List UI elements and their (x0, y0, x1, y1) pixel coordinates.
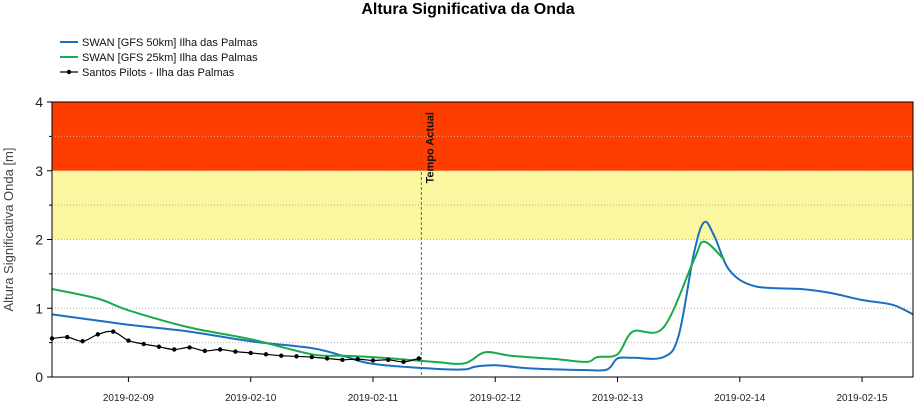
y-tick-label: 3 (35, 163, 43, 179)
series-group (49, 220, 914, 372)
data-point (324, 356, 330, 361)
grid-lines (52, 135, 913, 344)
data-point (355, 356, 360, 362)
data-point (340, 357, 345, 363)
y-axis-ticks: 0 1 2 3 4 (35, 94, 52, 385)
data-point (141, 341, 146, 347)
data-point (248, 350, 253, 356)
x-tick-label: 2019-02-11 (348, 393, 399, 402)
data-point (370, 358, 376, 363)
x-tick-label: 2019-02-15 (836, 393, 888, 402)
data-point (309, 354, 315, 360)
series-line-swan-gfs50 (51, 220, 914, 372)
x-tick-label: 2019-02-13 (592, 393, 644, 402)
chart-title: Altura Significativa da Onda (361, 1, 574, 18)
x-tick-label: 2019-02-09 (103, 393, 155, 402)
data-point (80, 339, 85, 344)
data-point (233, 349, 238, 354)
x-tick-label: 2019-02-10 (225, 393, 277, 402)
data-point (386, 357, 391, 363)
data-point (110, 329, 116, 334)
annotations: Tempo Actual (420, 102, 436, 377)
data-point (65, 334, 70, 340)
data-point (294, 354, 299, 359)
data-point (126, 338, 131, 343)
data-point (263, 352, 269, 357)
data-point (416, 356, 422, 361)
series-line-swan-gfs25 (51, 240, 726, 365)
data-point (202, 348, 208, 354)
plot-frame (51, 101, 914, 378)
current-time-label: Tempo Actual (424, 112, 436, 184)
data-point (401, 359, 406, 365)
data-point (172, 347, 177, 352)
legend: SWAN [GFS 50km] Ilha das Palmas SWAN [GFS… (60, 37, 258, 79)
legend-label-2: Santos Pilots - Ilha das Palmas (82, 67, 235, 79)
data-point (279, 353, 284, 358)
data-point (95, 332, 101, 337)
legend-label-0: SWAN [GFS 50km] Ilha das Palmas (82, 37, 258, 49)
y-axis-label: Altura Significativa Onda [m] (1, 147, 16, 311)
data-point (217, 347, 223, 352)
legend-marker (66, 69, 72, 75)
y-tick-label: 0 (35, 369, 43, 385)
x-axis-ticks: 2019-02-09 2019-02-10 2019-02-11 2019-02-12… (103, 377, 888, 402)
data-point (156, 344, 162, 349)
y-tick-label: 1 (35, 300, 43, 316)
y-tick-label: 4 (35, 94, 43, 110)
x-tick-label: 2019-02-12 (470, 393, 522, 402)
legend-label-1: SWAN [GFS 25km] Ilha das Palmas (82, 52, 258, 64)
data-point (187, 345, 192, 350)
x-tick-label: 2019-02-14 (714, 393, 766, 402)
y-tick-label: 2 (35, 232, 43, 248)
